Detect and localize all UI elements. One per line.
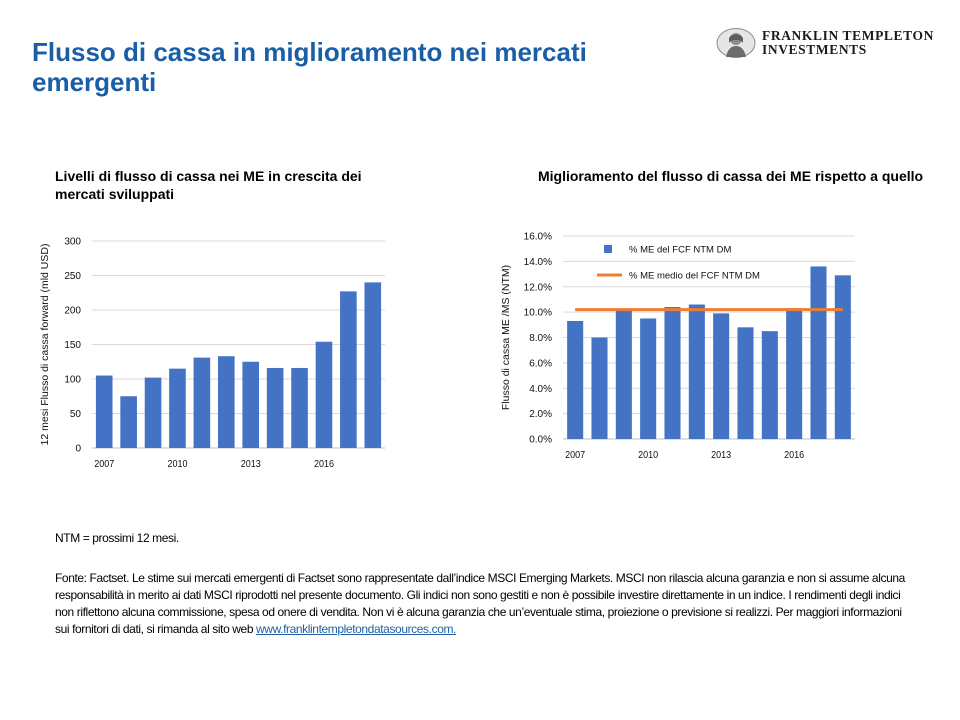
ntm-note: NTM = prossimi 12 mesi. <box>55 531 179 545</box>
chart2-y-tick-label: 8.0% <box>529 333 552 344</box>
chart2-y-tick-label: 12.0% <box>524 282 552 293</box>
chart2-y-axis-label: Flusso di cassa ME /MS (NTM) <box>500 265 512 410</box>
chart2-y-tick-label: 10.0% <box>524 308 552 319</box>
chart1-x-tick-label: 2010 <box>167 459 187 471</box>
chart1-bar <box>340 291 357 448</box>
source-note: Fonte: Factset. Le stime sui mercati eme… <box>55 570 905 638</box>
chart2-legend-label: % ME medio del FCF NTM DM <box>629 271 760 282</box>
chart1-bar <box>217 356 235 448</box>
chart2-y-tick-label: 0.0% <box>529 435 552 446</box>
chart1-bar <box>95 375 113 448</box>
chart1-y-tick-label: 50 <box>70 409 82 420</box>
chart1-bar <box>315 341 333 448</box>
chart2-x-tick-label: 2016 <box>784 450 804 462</box>
chart2-bar <box>591 337 608 439</box>
chart1-x-tick-label: 2016 <box>314 459 334 471</box>
chart1-y-axis-label: 12 mesi Flusso di cassa forward (mld USD… <box>39 244 51 446</box>
chart1-bar <box>169 368 186 448</box>
chart1-y-tick-label: 150 <box>64 340 81 351</box>
source-text: Fonte: Factset. Le stime sui mercati eme… <box>55 571 905 636</box>
chart2-title: Miglioramento del flusso di cassa dei ME… <box>538 168 924 184</box>
logo-line2: INVESTMENTS <box>762 42 867 57</box>
chart1-x-tick-label: 2013 <box>241 459 261 471</box>
chart2-bar <box>640 318 657 439</box>
chart2-x-tick-label: 2007 <box>565 450 585 462</box>
chart2-y-tick-label: 14.0% <box>524 257 552 268</box>
chart2-y-tick-label: 4.0% <box>529 384 552 395</box>
chart2-cash-flow-ratio: 0.0% 2.0% 4.0% 6.0% 8.0% 10.0% 12.0% 14.0% 16.0%… <box>500 232 855 462</box>
chart2-y-tick-label: 6.0% <box>529 358 552 369</box>
chart2-bar <box>567 321 584 439</box>
source-link[interactable]: www.franklintempletondatasources.com. <box>256 622 456 636</box>
chart2-bar <box>713 313 730 439</box>
chart2-y-tick-label: 2.0% <box>529 409 552 420</box>
chart1-y-tick-label: 100 <box>64 375 81 386</box>
chart2-bar <box>786 308 803 439</box>
chart1-bar <box>242 361 260 448</box>
chart1-y-tick-label: 250 <box>64 271 81 282</box>
chart2-bar <box>664 307 681 439</box>
chart2-x-tick-label: 2010 <box>638 450 658 462</box>
chart2-bar <box>688 304 705 439</box>
chart1-y-tick-label: 0 <box>75 444 81 455</box>
chart1-bar <box>144 377 162 448</box>
chart1-bar <box>291 367 308 448</box>
chart1-x-tick-label: 2007 <box>94 459 114 471</box>
chart2-bar <box>761 331 778 439</box>
chart1-y-tick-label: 200 <box>64 306 81 317</box>
chart2-y-tick-label: 16.0% <box>524 232 552 243</box>
chart1-bar <box>266 367 284 448</box>
chart2-legend-label: % ME del FCF NTM DM <box>629 245 731 256</box>
franklin-portrait-icon <box>716 28 756 58</box>
chart1-title: Livelli di flusso di cassa nei ME in cre… <box>55 168 362 202</box>
chart1-y-tick-label: 300 <box>64 237 81 248</box>
chart1-bar <box>364 282 382 448</box>
chart1-cash-flow-levels: 0 50 100 150 200 250 300 2007 2010 2013 2016 12 mes… <box>39 237 385 471</box>
franklin-templeton-logo: FRANKLIN TEMPLETON INVESTMENTS <box>716 27 936 59</box>
chart2-bar <box>615 310 632 439</box>
page-title: Flusso di cassa in miglioramento nei mer… <box>32 37 587 97</box>
chart2-x-tick-label: 2013 <box>711 450 731 462</box>
chart2-bar <box>834 275 851 439</box>
chart2-legend-swatch-bar <box>604 245 612 253</box>
chart2-bar <box>737 327 754 439</box>
chart2-bar <box>810 266 827 439</box>
chart1-bar <box>193 357 211 448</box>
chart1-bar <box>120 396 137 448</box>
logo-line1: FRANKLIN TEMPLETON <box>762 28 934 43</box>
